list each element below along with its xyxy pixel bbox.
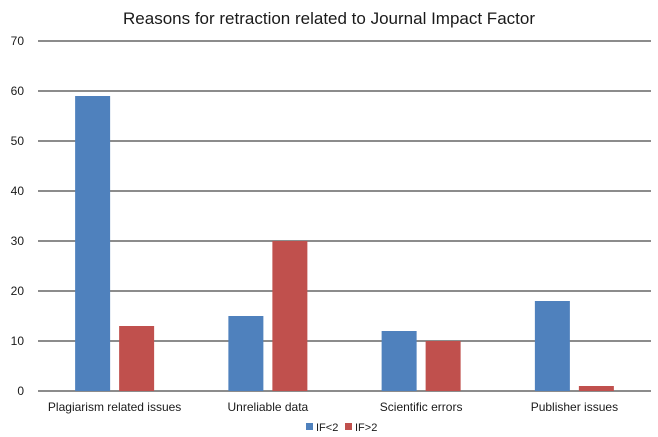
y-tick-label: 10 <box>11 334 25 348</box>
bar-if-lt-2-2 <box>381 331 417 391</box>
bars <box>75 96 614 391</box>
y-tick-label: 60 <box>11 84 25 98</box>
legend-label: IF>2 <box>355 422 377 434</box>
bar-if-gt-2-1 <box>272 241 308 391</box>
bar-if-lt-2-3 <box>534 301 570 391</box>
y-tick-label: 70 <box>11 34 25 48</box>
x-category-label: Publisher issues <box>531 400 618 414</box>
x-category-label: Scientific errors <box>380 400 463 414</box>
y-tick-label: 50 <box>11 134 25 148</box>
bar-if-gt-2-2 <box>425 341 461 391</box>
bar-if-lt-2-1 <box>228 316 264 391</box>
bar-if-gt-2-3 <box>578 386 614 391</box>
legend-label: IF<2 <box>316 422 338 434</box>
bar-if-lt-2-0 <box>75 96 111 391</box>
legend: IF<2 IF>2 <box>306 422 377 434</box>
y-tick-label: 40 <box>11 184 25 198</box>
bar-if-gt-2-0 <box>119 326 155 391</box>
y-tick-label: 30 <box>11 234 25 248</box>
y-axis-ticks: 0 10 20 30 40 50 60 70 <box>11 34 25 398</box>
y-tick-label: 20 <box>11 284 25 298</box>
y-tick-label: 0 <box>17 384 24 398</box>
x-category-label: Plagiarism related issues <box>48 400 181 414</box>
chart-title: Reasons for retraction related to Journa… <box>123 9 535 28</box>
legend-swatch <box>345 423 352 430</box>
x-axis-categories: Plagiarism related issues Unreliable data… <box>48 400 618 414</box>
x-category-label: Unreliable data <box>228 400 309 414</box>
legend-swatch <box>306 423 313 430</box>
